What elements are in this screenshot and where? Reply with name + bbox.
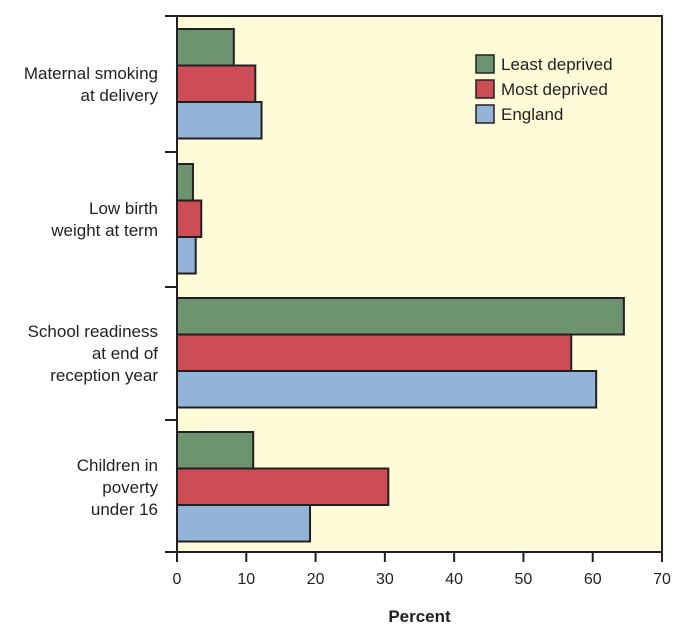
x-tick-label-6: 50 — [515, 571, 533, 588]
bar-most-deprived-4 — [176, 467, 390, 506]
category-label-4-line-2: poverty — [102, 478, 158, 497]
legend-swatch-least-deprived — [475, 54, 495, 74]
x-tick-label-8: 70 — [653, 571, 671, 588]
category-label-1-line-2: at delivery — [81, 86, 159, 105]
category-label-1-line-1: Maternal smoking — [24, 64, 158, 83]
category-label-3-line-2: at end of — [92, 344, 158, 363]
legend-label-most-deprived: Most deprived — [501, 80, 608, 99]
bar-least-deprived-2 — [176, 163, 194, 202]
plot-frame — [176, 15, 663, 553]
bar-england-3 — [176, 370, 598, 409]
category-label-2-line-1: Low birth — [89, 199, 158, 218]
x-tick-label-3: 20 — [307, 571, 325, 588]
x-tick-label-4: 30 — [376, 571, 394, 588]
x-tick-label-7: 60 — [584, 571, 602, 588]
bar-least-deprived-1 — [176, 28, 235, 67]
category-label-3-line-3: reception year — [50, 366, 158, 385]
bar-most-deprived-3 — [176, 333, 573, 372]
category-label-4-line-1: Children in — [77, 456, 158, 475]
legend-swatch-england — [475, 104, 495, 124]
bar-most-deprived-2 — [176, 199, 203, 238]
category-label-3-line-1: School readiness — [28, 322, 158, 341]
bar-most-deprived-1 — [176, 64, 257, 103]
bar-england-2 — [176, 236, 197, 275]
legend-label-least-deprived: Least deprived — [501, 55, 613, 74]
x-axis-title: Percent — [388, 607, 451, 626]
bar-england-1 — [176, 101, 263, 140]
x-tick-label-2: 10 — [237, 571, 255, 588]
x-tick-label-1: 0 — [173, 571, 182, 588]
bar-least-deprived-3 — [176, 297, 625, 336]
x-tick-label-5: 40 — [445, 571, 463, 588]
bar-least-deprived-4 — [176, 431, 255, 470]
category-label-2-line-2: weight at term — [50, 221, 158, 240]
legend-label-england: England — [501, 105, 563, 124]
bar-england-4 — [176, 504, 312, 543]
category-label-4-line-3: under 16 — [91, 500, 158, 519]
legend-swatch-most-deprived — [475, 79, 495, 99]
